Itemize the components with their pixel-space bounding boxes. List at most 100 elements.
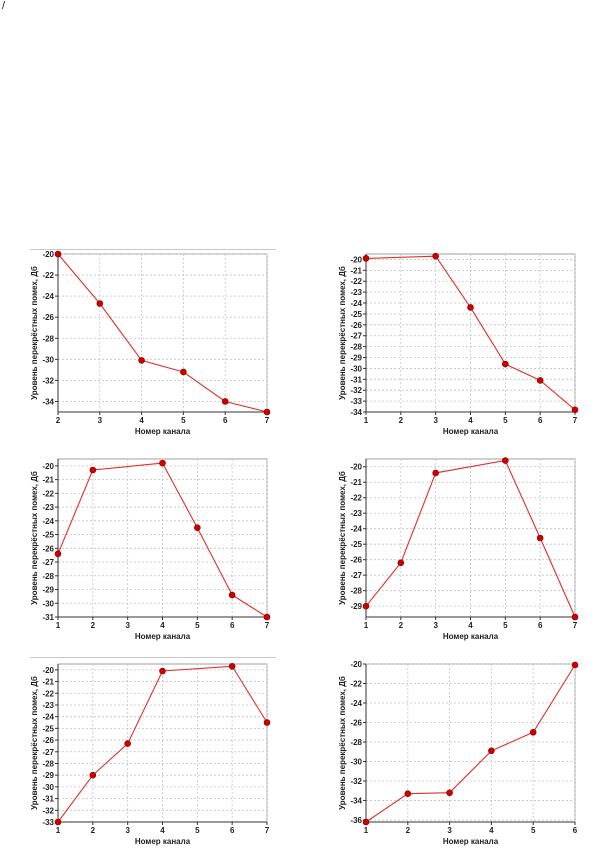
y-tick-label: -29	[350, 602, 362, 611]
y-tick-label: -20	[350, 255, 362, 264]
y-tick-label: -28	[42, 572, 54, 581]
y-tick-label: -34	[350, 408, 362, 417]
y-tick-label: -23	[42, 701, 54, 710]
y-tick-label: -34	[42, 397, 54, 406]
x-tick-label: 7	[265, 416, 270, 425]
x-tick-label: 5	[503, 621, 508, 630]
y-tick-label: -24	[350, 525, 362, 534]
y-tick-label: -22	[350, 277, 362, 286]
y-tick-label: -28	[350, 587, 362, 596]
y-tick-label: -26	[350, 321, 362, 330]
chart-svg: 2 3 4 5 6 7 -20 -22 -24 -26 -28 -30 -32 -34 Номер кана…	[30, 250, 271, 436]
data-point	[488, 747, 495, 755]
data-point	[159, 459, 166, 467]
x-axis-label: Номер канала	[443, 632, 499, 641]
y-tick-label: -33	[42, 818, 54, 827]
data-point	[432, 252, 439, 260]
series-line	[57, 665, 268, 823]
y-axis-label: Уровень перекрёстных помех, Дб	[338, 266, 347, 400]
data-point	[228, 663, 236, 670]
y-tick-label: -32	[350, 386, 362, 395]
x-tick-label: 6	[223, 416, 228, 425]
x-tick-label: 4	[489, 826, 494, 835]
x-tick-label: 2	[91, 826, 96, 835]
x-tick-label: 5	[181, 416, 186, 425]
y-tick-label: -32	[42, 376, 54, 385]
y-tick-label: -22	[350, 494, 362, 503]
corner-mark: /	[2, 0, 6, 12]
x-tick-label: 3	[447, 826, 452, 835]
data-point	[397, 559, 405, 567]
x-tick-label: 6	[538, 621, 543, 630]
chart-3: 1 2 3 4 5 6 7 -20 -21 -22 -23 -24 -25 -26 -27 -28 -29 -30…	[30, 455, 271, 645]
x-tick-label: 6	[573, 826, 578, 835]
x-tick-label: 4	[160, 826, 165, 835]
x-tick-label: 1	[364, 826, 369, 835]
x-axis-label: Номер канала	[443, 837, 499, 846]
data-point	[362, 602, 370, 610]
data-point	[263, 613, 271, 621]
x-tick-label: 7	[573, 621, 578, 630]
y-tick-label: -26	[350, 556, 362, 565]
x-tick-label: 1	[364, 416, 369, 425]
y-axis-label: Уровень перекрёстных помех, Дб	[338, 471, 347, 605]
y-tick-label: -22	[42, 689, 54, 698]
y-tick-label: -30	[42, 783, 54, 792]
y-tick-label: -21	[350, 266, 362, 275]
x-tick-label: 1	[364, 621, 369, 630]
y-axis-label: Уровень перекрёстных помех, Дб	[338, 676, 347, 810]
data-point	[159, 667, 166, 675]
series-line	[57, 253, 268, 413]
x-axis-label: Номер канала	[135, 427, 191, 436]
chart-2: 1 2 3 4 5 6 7 -20 -21 -22 -23 -24 -25 -26 -27 -28 -29 -30…	[338, 250, 579, 440]
x-tick-label: 2	[91, 621, 96, 630]
x-tick-label: 4	[160, 621, 165, 630]
y-tick-label: -31	[42, 613, 54, 622]
y-tick-label: -26	[42, 736, 54, 745]
data-point	[529, 728, 537, 736]
x-tick-label: 6	[538, 416, 543, 425]
data-point	[180, 368, 187, 376]
y-tick-label: -20	[42, 250, 54, 259]
data-point	[138, 357, 145, 364]
x-tick-label: 2	[406, 826, 411, 835]
y-tick-label: -36	[350, 816, 362, 825]
y-axis-label: Уровень перекрёстных помех, Дб	[30, 676, 39, 810]
y-tick-label: -22	[42, 271, 54, 280]
x-tick-label: 3	[433, 621, 438, 630]
chart-6: 1 2 3 4 5 6 -20 -22 -24 -26 -28 -30 -32 -34 -36 Номер к…	[338, 660, 579, 850]
y-tick-label: -32	[350, 777, 362, 786]
chart-5: 1 2 3 4 5 6 7 -20 -21 -22 -23 -24 -25 -26 -27 -28 -29 -30…	[30, 660, 271, 850]
y-tick-label: -31	[350, 375, 362, 384]
y-tick-label: -26	[42, 544, 54, 553]
x-tick-label: 2	[399, 621, 404, 630]
plot-area	[365, 663, 576, 823]
y-tick-label: -27	[42, 558, 54, 567]
x-tick-label: 1	[56, 621, 61, 630]
y-tick-label: -29	[350, 354, 362, 363]
x-tick-label: 4	[468, 416, 473, 425]
chart-4: 1 2 3 4 5 6 7 -20 -21 -22 -23 -24 -25 -26 -27 -28 -29 Ном…	[338, 455, 579, 645]
y-tick-label: -25	[350, 310, 362, 319]
y-tick-label: -30	[42, 599, 54, 608]
data-point	[432, 469, 439, 477]
y-axis-label: Уровень перекрёстных помех, Дб	[30, 266, 39, 400]
y-tick-label: -22	[350, 680, 362, 689]
y-tick-label: -20	[350, 463, 362, 472]
data-point	[502, 457, 509, 464]
x-tick-label: 4	[139, 416, 144, 425]
data-point	[536, 377, 544, 384]
y-tick-label: -24	[42, 713, 54, 722]
x-tick-label: 6	[230, 621, 235, 630]
y-tick-label: -21	[42, 678, 54, 687]
y-tick-label: -28	[42, 759, 54, 768]
data-point	[446, 789, 453, 797]
data-point	[96, 300, 104, 307]
chart-svg: 1 2 3 4 5 6 7 -20 -21 -22 -23 -24 -25 -26 -27 -28 -29-30…	[338, 252, 579, 436]
x-tick-label: 5	[195, 621, 200, 630]
data-point	[263, 719, 271, 726]
x-tick-label: 3	[125, 826, 130, 835]
x-tick-label: 2	[399, 416, 404, 425]
y-tick-label: -24	[350, 299, 362, 308]
plot-area	[57, 458, 268, 618]
